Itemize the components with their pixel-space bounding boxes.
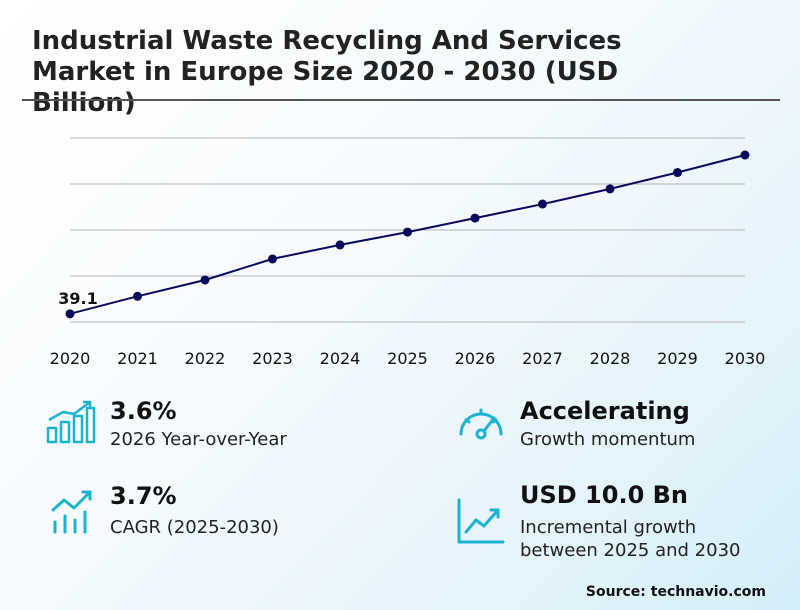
data-point — [403, 227, 412, 237]
data-point — [65, 309, 75, 319]
data-points — [65, 150, 750, 319]
data-point — [605, 184, 615, 194]
kpi-yoy-label: 2026 Year-over-Year — [110, 429, 287, 450]
kpi-incremental-value: USD 10.0 Bn — [520, 481, 688, 509]
data-point — [200, 275, 210, 285]
kpi-cagr-value: 3.7% — [110, 482, 177, 510]
data-point — [538, 199, 547, 209]
kpi-incremental-label-2: between 2025 and 2030 — [520, 540, 741, 561]
source-credit: Source: technavio.com — [585, 584, 766, 600]
kpi-incremental-label-1: Incremental growth — [520, 517, 697, 538]
x-tick-label: 2023 — [252, 349, 293, 368]
data-point — [673, 168, 682, 178]
chart-title: Industrial Waste Recycling And Services … — [32, 26, 622, 118]
x-tick-label: 2021 — [117, 349, 158, 368]
gauge-icon — [459, 408, 503, 440]
kpi-yoy-value: 3.6% — [110, 397, 177, 425]
x-tick-label: 2030 — [725, 349, 766, 368]
data-point — [335, 240, 345, 250]
kpi-momentum-value: Accelerating — [520, 397, 690, 425]
bar-growth-icon — [46, 400, 96, 444]
line-chart: 2020 2021 2022 2023 2024 2025 2026 2027 2028 2029… — [50, 137, 766, 368]
x-tick-label: 2028 — [590, 349, 631, 368]
kpi-cagr-label: CAGR (2025-2030) — [110, 517, 279, 538]
data-point — [133, 291, 142, 301]
x-axis-ticks: 2020 2021 2022 2023 2024 2025 2026 2027 2028 2029… — [50, 349, 766, 368]
kpi-momentum-label: Growth momentum — [520, 429, 696, 450]
data-point — [268, 254, 277, 264]
data-labels: 39.1 — [58, 289, 97, 308]
x-tick-label: 2022 — [185, 349, 226, 368]
title-divider — [22, 99, 780, 101]
x-tick-label: 2026 — [455, 349, 496, 368]
data-label: 39.1 — [58, 289, 97, 308]
x-tick-label: 2029 — [657, 349, 698, 368]
x-tick-label: 2025 — [387, 349, 428, 368]
trend-bars-icon — [51, 490, 92, 534]
x-tick-label: 2024 — [320, 349, 361, 368]
data-point — [470, 213, 480, 223]
x-tick-label: 2027 — [522, 349, 563, 368]
x-tick-label: 2020 — [50, 349, 91, 368]
line-growth-icon — [457, 498, 505, 544]
data-point — [740, 150, 750, 160]
